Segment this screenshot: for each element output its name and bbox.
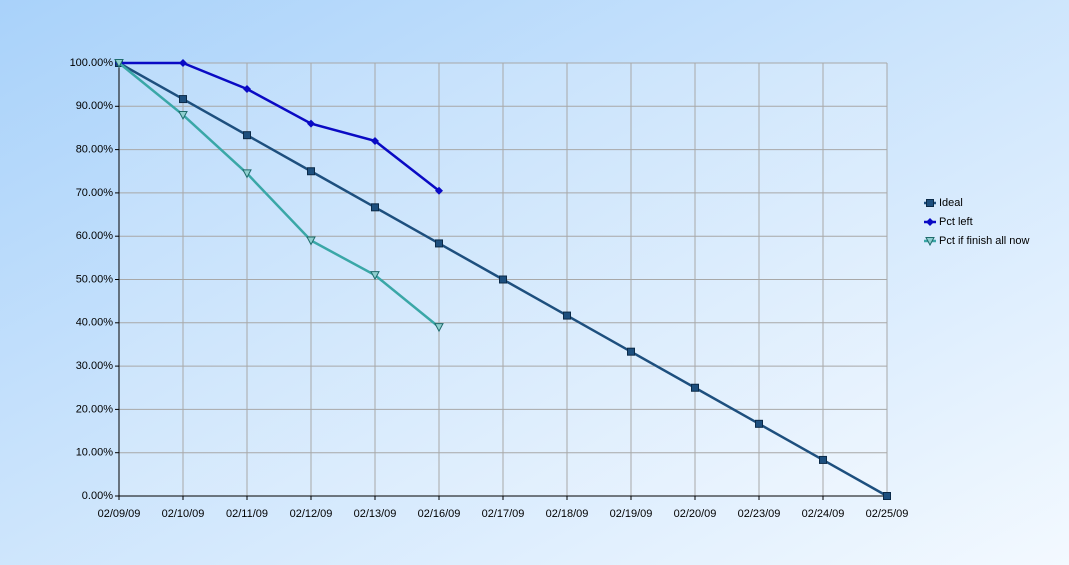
y-tick-label: 50.00% — [76, 273, 114, 285]
marker — [307, 119, 315, 128]
legend-marker — [925, 237, 935, 247]
marker — [243, 131, 251, 140]
x-tick-label: 02/19/09 — [610, 508, 653, 520]
y-tick-label: 40.00% — [76, 317, 114, 329]
y-tick-label: 90.00% — [76, 100, 114, 112]
y-tick-label: 100.00% — [70, 57, 114, 69]
x-tick-label: 02/20/09 — [674, 508, 717, 520]
marker — [499, 275, 507, 284]
series-line — [118, 62, 440, 329]
x-tick-label: 02/17/09 — [482, 508, 525, 520]
y-tick-label: 10.00% — [76, 447, 114, 459]
y-tick-label: 0.00% — [82, 490, 113, 502]
x-tick-label: 02/11/09 — [226, 508, 268, 520]
legend-marker — [926, 218, 934, 226]
marker — [306, 236, 316, 246]
x-tick-label: 02/23/09 — [738, 508, 781, 520]
marker — [883, 492, 891, 500]
legend-label: Pct left — [939, 216, 973, 228]
marker — [179, 95, 187, 104]
marker — [242, 169, 252, 179]
legend-label: Ideal — [939, 197, 963, 209]
marker — [114, 59, 124, 69]
marker — [435, 186, 443, 195]
y-tick-label: 20.00% — [76, 403, 114, 415]
x-tick-label: 02/18/09 — [546, 508, 589, 520]
marker — [371, 136, 379, 145]
y-tick-label: 80.00% — [76, 144, 114, 156]
y-tick-label: 60.00% — [76, 230, 114, 242]
marker — [563, 311, 571, 320]
marker — [691, 383, 699, 392]
marker — [370, 271, 380, 281]
x-tick-label: 02/10/09 — [162, 508, 205, 520]
legend-label: Pct if finish all now — [939, 235, 1030, 247]
series-line — [119, 61, 440, 192]
marker — [755, 419, 763, 428]
marker — [371, 203, 379, 212]
marker — [243, 84, 251, 93]
marker — [435, 239, 443, 248]
x-tick-label: 02/25/09 — [866, 508, 909, 520]
marker — [819, 455, 827, 464]
marker — [627, 347, 635, 356]
x-tick-label: 02/16/09 — [418, 508, 461, 520]
y-tick-label: 70.00% — [76, 187, 114, 199]
x-tick-label: 02/12/09 — [290, 508, 333, 520]
x-tick-label: 02/24/09 — [802, 508, 845, 520]
marker — [179, 59, 187, 67]
marker — [178, 110, 188, 121]
x-tick-label: 02/09/09 — [98, 508, 141, 520]
marker — [434, 323, 444, 333]
legend-marker — [926, 199, 934, 207]
x-tick-label: 02/13/09 — [354, 508, 397, 520]
y-tick-label: 30.00% — [76, 360, 114, 372]
marker — [307, 167, 315, 176]
